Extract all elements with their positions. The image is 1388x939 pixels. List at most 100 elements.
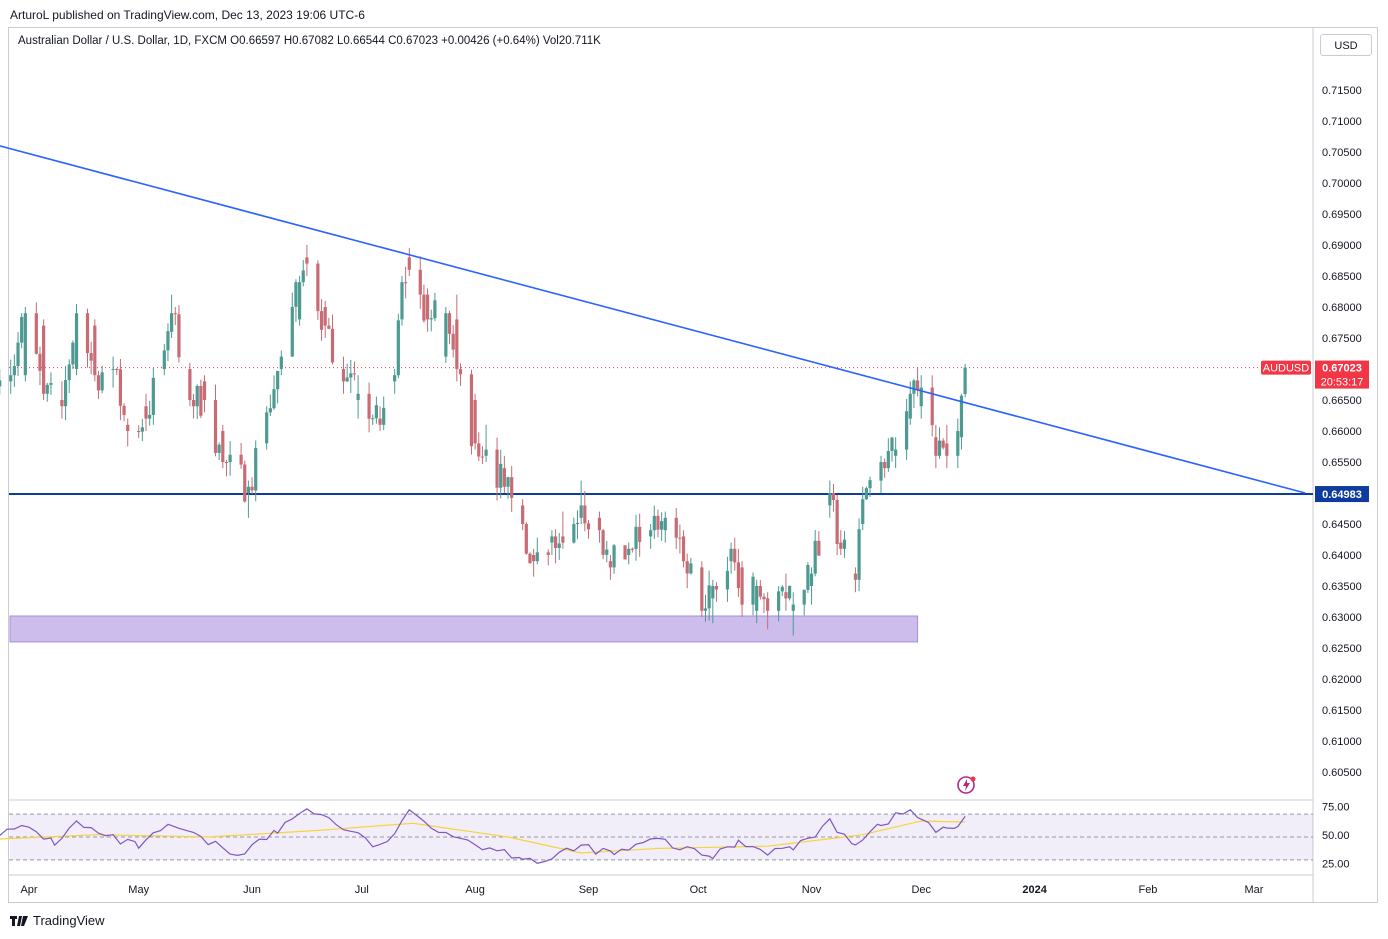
candle-body xyxy=(356,393,360,400)
candle-body xyxy=(447,313,452,334)
candle-body xyxy=(352,373,357,375)
candle-body xyxy=(74,313,79,369)
last-price-label: 0.67023 xyxy=(1322,363,1362,375)
candle-body xyxy=(678,537,682,539)
candle-body xyxy=(528,553,532,564)
candle-body xyxy=(608,561,613,568)
symbol-badge xyxy=(1261,360,1311,375)
candle-body xyxy=(382,407,386,425)
candle-body xyxy=(700,567,704,611)
candle-body xyxy=(480,456,485,458)
candle-body xyxy=(714,586,719,590)
candle-body xyxy=(173,313,177,315)
price-tick-label: 0.62500 xyxy=(1322,643,1362,655)
candle-body xyxy=(806,564,810,590)
candle-body xyxy=(45,384,49,394)
candle-body xyxy=(912,380,916,394)
candle-body xyxy=(422,294,426,321)
candle-body xyxy=(630,548,634,550)
candle-body xyxy=(144,406,148,419)
candle-body xyxy=(532,555,536,562)
candle-body xyxy=(755,586,759,611)
candle-body xyxy=(148,414,152,419)
descending-trendline[interactable] xyxy=(0,144,1306,494)
tradingview-logo-icon xyxy=(10,915,28,927)
candle-body xyxy=(429,318,433,320)
candle-body xyxy=(374,405,378,419)
candle-body xyxy=(656,515,660,530)
candle-body xyxy=(191,400,196,407)
alert-dot xyxy=(970,776,976,782)
candle-body xyxy=(853,573,858,580)
candle-body xyxy=(864,488,868,500)
candle-body xyxy=(151,377,155,415)
candle-body xyxy=(919,387,923,407)
footer-brand-text: TradingView xyxy=(33,913,105,928)
candle-body xyxy=(711,586,715,599)
candle-body xyxy=(444,313,448,357)
candle-body xyxy=(506,477,510,487)
candle-body xyxy=(60,400,64,407)
symbol-legend: Australian Dollar / U.S. Dollar, 1D, FXC… xyxy=(18,35,601,47)
candle-body xyxy=(557,543,561,549)
candle-body xyxy=(649,530,653,537)
candle-body xyxy=(521,505,525,524)
candle-body xyxy=(89,353,93,361)
candle-body xyxy=(341,369,346,382)
candle-body xyxy=(725,570,730,590)
price-tick-label: 0.70500 xyxy=(1322,147,1362,159)
time-tick-label: Feb xyxy=(1138,884,1157,896)
time-tick-label: Oct xyxy=(690,884,707,896)
time-tick-label: Apr xyxy=(20,884,37,896)
candle-body xyxy=(740,567,744,605)
candle-body xyxy=(681,536,686,562)
candle-body xyxy=(586,523,591,530)
candle-body xyxy=(689,563,693,574)
candle-body xyxy=(733,548,737,563)
candle-body xyxy=(550,536,554,543)
demand-zone[interactable] xyxy=(9,615,919,643)
candle-body xyxy=(729,548,733,562)
candle-body xyxy=(787,585,792,599)
candle-body xyxy=(751,576,755,605)
candle-body xyxy=(894,449,898,456)
candle-body xyxy=(674,517,678,538)
candle-body xyxy=(766,598,770,611)
time-tick-label: Nov xyxy=(802,884,822,896)
candle-body xyxy=(934,437,938,456)
support-level-badge xyxy=(1315,486,1369,503)
lightning-alert-icon[interactable] xyxy=(957,776,976,794)
candle-body xyxy=(777,591,781,611)
price-tick-label: 0.71500 xyxy=(1322,85,1362,97)
price-tick-label: 0.64000 xyxy=(1322,550,1362,562)
candle-body xyxy=(510,477,514,498)
candle-body xyxy=(908,393,912,419)
candle-body xyxy=(886,450,890,469)
candle-body xyxy=(499,463,503,488)
candle-body xyxy=(268,408,272,413)
rsi-level-label: 25.00 xyxy=(1322,859,1350,871)
candle-body xyxy=(272,389,276,409)
candle-body xyxy=(839,542,843,549)
candle-body xyxy=(224,462,229,463)
candle-body xyxy=(254,448,258,491)
candle-body xyxy=(126,424,130,431)
candle-body xyxy=(809,573,814,586)
candle-body xyxy=(495,449,499,488)
candle-body xyxy=(378,418,382,425)
price-tick-label: 0.63500 xyxy=(1322,581,1362,593)
candle-body xyxy=(425,294,430,320)
candle-body xyxy=(228,454,232,463)
candle-body xyxy=(85,313,90,354)
price-tick-label: 0.68000 xyxy=(1322,302,1362,314)
candle-body xyxy=(828,493,832,506)
candle-body xyxy=(817,540,821,556)
currency-selector[interactable]: USD xyxy=(1320,34,1372,56)
price-tick-label: 0.65500 xyxy=(1322,457,1362,469)
candle-body xyxy=(473,400,477,444)
candle-body xyxy=(111,369,115,370)
candle-body xyxy=(890,437,894,451)
candle-body xyxy=(842,539,847,549)
rsi-level-label: 75.00 xyxy=(1322,801,1350,813)
